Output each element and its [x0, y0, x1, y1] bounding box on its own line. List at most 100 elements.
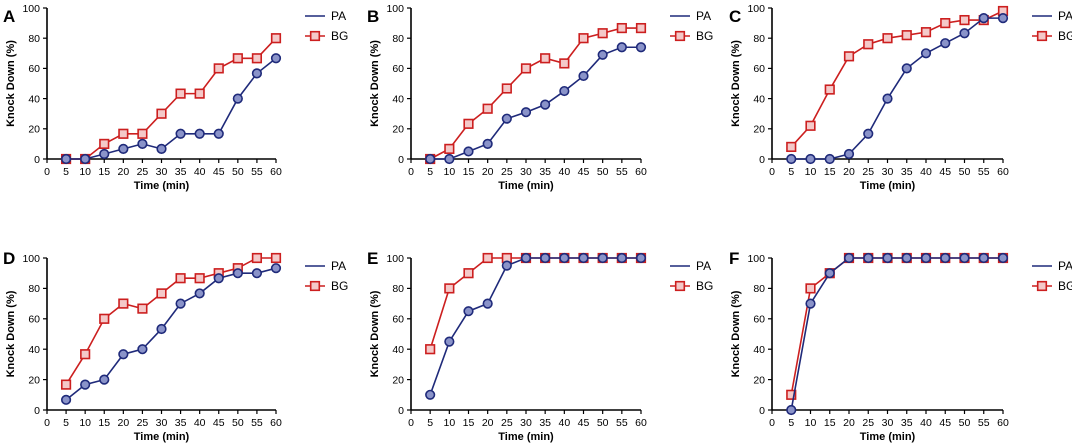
x-tick-label: 30 [882, 417, 894, 429]
data-point-bg [444, 283, 455, 294]
data-point-bg [118, 128, 129, 139]
data-point-bg [959, 14, 970, 26]
data-point-pa [232, 93, 243, 104]
x-tick-label: 45 [578, 417, 590, 429]
data-point-bg [482, 252, 493, 264]
data-point-bg [920, 27, 932, 38]
y-tick-label: 20 [392, 374, 404, 386]
legend-item-bg: BG [670, 279, 713, 293]
x-axis-title: Time (min) [860, 180, 916, 192]
x-axis-title: Time (min) [498, 431, 554, 443]
x-tick-label: 40 [920, 166, 932, 178]
legend: PA BG [670, 9, 713, 43]
data-point-bg [175, 88, 186, 99]
legend: PA BG [305, 259, 348, 293]
chart-panel-d: D 0 20 40 60 80 100 0 5 10 15 20 25 30 35 40 45 50 55 60 Tim… [3, 249, 348, 443]
y-tick-label: 20 [28, 374, 40, 386]
data-point-bg [194, 88, 205, 99]
x-tick-label: 35 [175, 166, 187, 178]
data-point-pa [482, 138, 493, 149]
panel-letter: B [367, 7, 379, 26]
y-tick-label: 0 [398, 405, 404, 417]
data-point-pa [99, 148, 110, 160]
data-point-pa [80, 153, 91, 165]
data-point-pa [901, 63, 912, 74]
data-point-bg [194, 273, 205, 284]
x-tick-label: 35 [175, 417, 187, 429]
legend-label: PA [331, 259, 346, 273]
data-point-pa [616, 252, 627, 264]
x-tick-label: 0 [769, 417, 775, 429]
y-tick-label: 40 [753, 344, 765, 356]
series-line-bg [790, 257, 1003, 395]
y-tick-label: 60 [392, 63, 404, 75]
data-point-pa [597, 252, 608, 264]
data-point-bg [559, 58, 570, 69]
chart-panel-a: A 0 20 40 60 80 100 0 5 10 15 20 25 30 35 40 45 50 55 60 Tim… [3, 3, 348, 192]
y-tick-label: 0 [759, 154, 765, 166]
series-pa [786, 13, 1009, 165]
series-bg [786, 5, 1009, 153]
data-point-bg [137, 128, 148, 139]
x-tick-label: 55 [616, 417, 628, 429]
panel-letter: A [3, 7, 15, 26]
x-tick-label: 60 [270, 166, 282, 178]
x-tick-label: 15 [824, 166, 836, 178]
data-point-bg [99, 313, 110, 324]
x-tick-label: 25 [137, 417, 149, 429]
y-tick-label: 20 [392, 124, 404, 136]
x-tick-label: 50 [232, 166, 244, 178]
x-tick-label: 10 [79, 417, 91, 429]
legend-item-pa: PA [1032, 259, 1072, 273]
x-tick-label: 15 [98, 417, 110, 429]
data-point-pa [540, 99, 551, 110]
legend-label: BG [331, 279, 348, 293]
data-point-pa [978, 13, 989, 24]
x-tick-label: 40 [558, 166, 570, 178]
x-axis-title: Time (min) [498, 180, 554, 192]
series-line-bg [429, 257, 641, 350]
x-tick-label: 25 [137, 166, 149, 178]
x-axis-title: Time (min) [860, 431, 916, 443]
data-point-bg [824, 84, 835, 95]
data-point-pa [137, 344, 148, 355]
chart-panel-b: B 0 20 40 60 80 100 0 5 10 15 20 25 30 35 40 45 50 55 60 Tim… [367, 3, 713, 192]
data-point-bg [882, 33, 893, 44]
data-point-bg [901, 30, 912, 41]
x-tick-label: 15 [463, 417, 475, 429]
y-tick-label: 60 [753, 314, 765, 326]
series-bg [786, 252, 1009, 400]
legend-item-bg: BG [1032, 279, 1072, 293]
x-tick-label: 35 [539, 417, 551, 429]
y-tick-label: 0 [759, 405, 765, 417]
panel-letter: C [729, 7, 741, 26]
series-line-pa [65, 267, 277, 401]
data-point-bg [118, 298, 129, 309]
data-point-bg [578, 33, 589, 44]
legend: PA BG [305, 9, 348, 43]
data-point-pa [137, 138, 148, 149]
y-axis-title: Knock Down (%) [730, 40, 742, 127]
x-tick-label: 5 [63, 417, 69, 429]
legend-label: PA [1058, 9, 1072, 23]
data-point-bg [213, 63, 224, 74]
x-tick-label: 10 [443, 166, 455, 178]
data-point-pa [175, 128, 186, 139]
x-tick-label: 10 [79, 166, 91, 178]
data-point-bg [270, 33, 282, 44]
x-tick-label: 50 [959, 417, 971, 429]
data-point-bg [232, 53, 243, 64]
y-tick-label: 20 [28, 124, 40, 136]
x-tick-label: 15 [98, 166, 110, 178]
data-point-pa [616, 42, 627, 53]
data-point-pa [978, 252, 989, 264]
x-tick-label: 10 [805, 166, 817, 178]
legend-label: BG [331, 29, 348, 43]
y-tick-label: 40 [392, 93, 404, 105]
y-tick-label: 100 [22, 3, 40, 15]
data-point-pa [559, 85, 570, 97]
chart-panel-c: C 0 20 40 60 80 100 0 5 10 15 20 25 30 35 40 45 50 55 60 Tim… [729, 3, 1072, 192]
data-point-pa [425, 389, 436, 400]
data-point-pa [156, 323, 167, 335]
